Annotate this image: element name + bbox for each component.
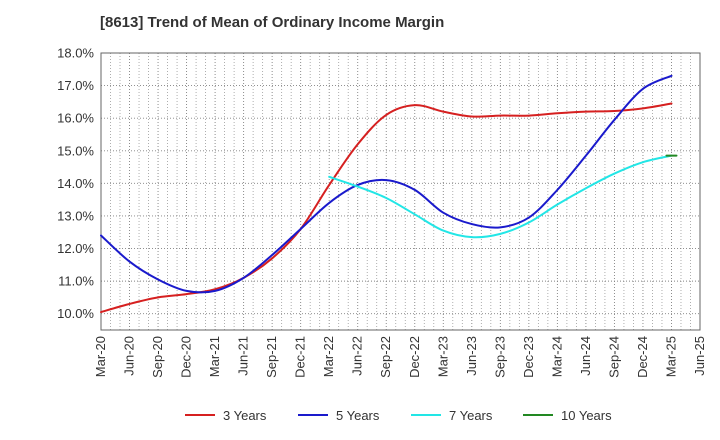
series-layer: [100, 74, 678, 314]
plot-border: [100, 52, 701, 331]
x-tick-label: Sep-20: [150, 336, 165, 378]
x-tick-label: Sep-21: [264, 336, 279, 378]
x-tick-label: Dec-21: [293, 336, 308, 378]
plot-background: [101, 53, 700, 330]
x-tick-label: Jun-24: [578, 336, 593, 376]
y-tick-label: 12.0%: [57, 241, 94, 256]
x-tick-label: Dec-20: [179, 336, 194, 378]
x-tick-label: Jun-22: [350, 336, 365, 376]
x-tick-label: Jun-21: [236, 336, 251, 376]
axis-layer: 10.0% 11.0% 12.0% 13.0% 14.0% 15.0% 16.0% 17.0%…: [57, 46, 707, 378]
x-tick-label: Sep-22: [378, 336, 393, 378]
x-tick-label: Mar-24: [549, 336, 564, 377]
grid-layer: [100, 52, 701, 330]
y-tick-label: 11.0%: [58, 274, 94, 289]
x-tick-label: Mar-21: [207, 336, 222, 377]
x-tick-label: Sep-23: [492, 336, 507, 378]
x-tick-label: Dec-23: [521, 336, 536, 378]
x-tick-label: Jun-20: [122, 336, 137, 376]
y-tick-label: 16.0%: [57, 111, 94, 126]
y-tick-label: 15.0%: [57, 143, 94, 158]
x-tick-label: Mar-23: [435, 336, 450, 377]
x-tick-label: Dec-22: [407, 336, 422, 378]
y-tick-label: 14.0%: [57, 176, 94, 191]
legend-label-7-years: 7 Years: [449, 408, 493, 423]
x-tick-label: Jun-25: [692, 336, 707, 376]
y-tick-label: 18.0%: [57, 46, 94, 61]
y-tick-label: 17.0%: [57, 78, 94, 93]
x-tick-label: Sep-24: [606, 336, 621, 378]
x-tick-label: Dec-24: [635, 336, 650, 378]
y-tick-label: 13.0%: [57, 208, 94, 223]
x-tick-label: Mar-25: [663, 336, 678, 377]
y-tick-label: 10.0%: [57, 306, 94, 321]
chart-title: [8613] Trend of Mean of Ordinary Income …: [100, 14, 445, 31]
x-tick-label: Mar-20: [93, 336, 108, 377]
series-line-7-years: [328, 154, 673, 239]
legend: 3 Years 5 Years 7 Years 10 Years: [185, 408, 612, 423]
legend-label-3-years: 3 Years: [223, 408, 267, 423]
x-tick-label: Jun-23: [464, 336, 479, 376]
series-line-5-years: [100, 74, 673, 294]
legend-label-10-years: 10 Years: [561, 408, 612, 423]
legend-label-5-years: 5 Years: [336, 408, 380, 423]
x-tick-label: Mar-22: [321, 336, 336, 377]
